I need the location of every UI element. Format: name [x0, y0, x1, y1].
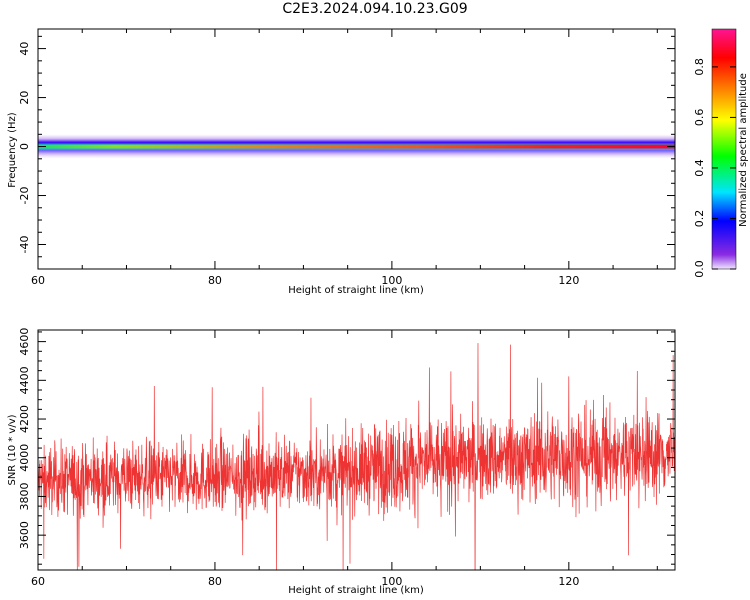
colorbar-label: Normalized spectral amplitude [738, 73, 749, 227]
bottom-y-axis-label: SNR (10 * v/v) [7, 414, 18, 485]
top-y-tick-label: 40 [18, 42, 31, 56]
top-x-tick-label: 60 [31, 274, 45, 287]
bottom-y-tick-label: 4000 [18, 444, 31, 472]
top-y-tick-label: 0 [18, 143, 31, 150]
top-x-tick-label: 120 [558, 274, 579, 287]
top-x-axis-label: Height of straight line (km) [288, 285, 424, 296]
top-y-tick-label: 20 [18, 91, 31, 105]
bottom-y-tick-label: 4400 [18, 366, 31, 394]
bottom-plot-frame [37, 329, 676, 571]
snr-panel: 60 80 100 120 3600 3800 4000 4200 4400 4600 Heig… [7, 328, 676, 596]
top-x-tick-label: 80 [208, 274, 222, 287]
bottom-x-tick-label: 80 [208, 575, 222, 588]
top-x-tick-label: 100 [381, 274, 402, 287]
bottom-y-tick-label: 3800 [18, 482, 31, 510]
colorbar: 0.0 0.2 0.4 0.6 0.8 Normalized spectral ampl… [693, 28, 749, 278]
colorbar-tick-label: 0.2 [693, 210, 706, 228]
colorbar-tick-label: 0.6 [693, 109, 706, 127]
bottom-y-tick-label: 4200 [18, 405, 31, 433]
spectral-core-band [38, 144, 675, 149]
top-plot-frame [37, 28, 676, 270]
colorbar-tick-label: 0.0 [693, 260, 706, 278]
bottom-x-axis-label: Height of straight line (km) [288, 585, 424, 596]
spectrogram-panel: 60 80 100 120 -40 -20 0 20 40 Height of straigh… [7, 28, 676, 296]
bottom-x-tick-label: 120 [558, 575, 579, 588]
top-y-axis-label: Frequency (Hz) [7, 112, 18, 188]
top-y-tick-label: -40 [18, 236, 31, 254]
top-y-tick-label: -20 [18, 187, 31, 205]
bottom-y-tick-label: 4600 [18, 328, 31, 356]
snr-series-line [38, 343, 675, 570]
bottom-y-tick-label: 3600 [18, 521, 31, 549]
chart-title: C2E3.2024.094.10.23.G09 [282, 1, 468, 17]
colorbar-tick-label: 0.8 [693, 58, 706, 76]
bottom-x-tick-label: 100 [381, 575, 402, 588]
bottom-x-tick-label: 60 [31, 575, 45, 588]
colorbar-tick-label: 0.4 [693, 159, 706, 177]
colorbar-gradient [711, 28, 737, 270]
